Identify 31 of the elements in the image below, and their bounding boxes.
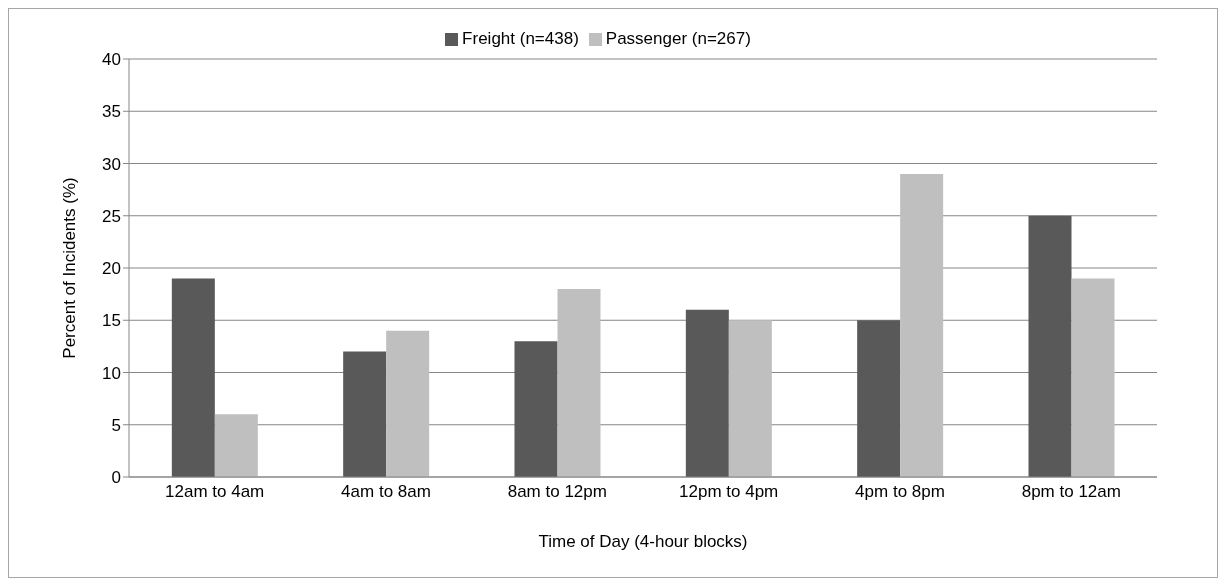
- bar: [557, 288, 601, 477]
- y-tick-label: 0: [111, 468, 121, 488]
- y-tick-label: 30: [102, 154, 121, 174]
- x-tick-label: 4am to 8am: [341, 482, 431, 502]
- x-tick-label: 8pm to 12am: [1021, 482, 1121, 502]
- y-tick-label: 15: [102, 311, 121, 331]
- x-tick-label: 12pm to 4pm: [679, 482, 779, 502]
- y-tick-label: 20: [102, 259, 121, 279]
- bar: [343, 351, 387, 477]
- bar: [386, 330, 430, 477]
- x-axis-title: Time of Day (4-hour blocks): [538, 532, 748, 551]
- bar: [900, 173, 944, 477]
- x-tick-label: 4pm to 8pm: [855, 482, 945, 502]
- bar: [514, 341, 558, 477]
- y-axis-title: Percent of Incidents (%): [60, 177, 80, 359]
- bar: [1071, 278, 1115, 477]
- bar: [1028, 215, 1072, 477]
- y-tick-label: 5: [111, 415, 121, 435]
- y-tick-label: 10: [102, 363, 121, 383]
- bar: [685, 309, 729, 477]
- bar: [728, 320, 772, 477]
- x-tick-label: 8am to 12pm: [507, 482, 607, 502]
- legend-label: Passenger (n=267): [605, 29, 751, 48]
- y-tick-label: 35: [102, 102, 121, 122]
- x-tick-label: 12am to 4am: [165, 482, 265, 502]
- y-tick-label: 40: [102, 50, 121, 70]
- bar: [214, 414, 258, 477]
- bar: [857, 320, 901, 477]
- bar: [171, 278, 215, 477]
- y-tick-label: 25: [102, 206, 121, 226]
- legend-label: Freight (n=438): [462, 29, 579, 48]
